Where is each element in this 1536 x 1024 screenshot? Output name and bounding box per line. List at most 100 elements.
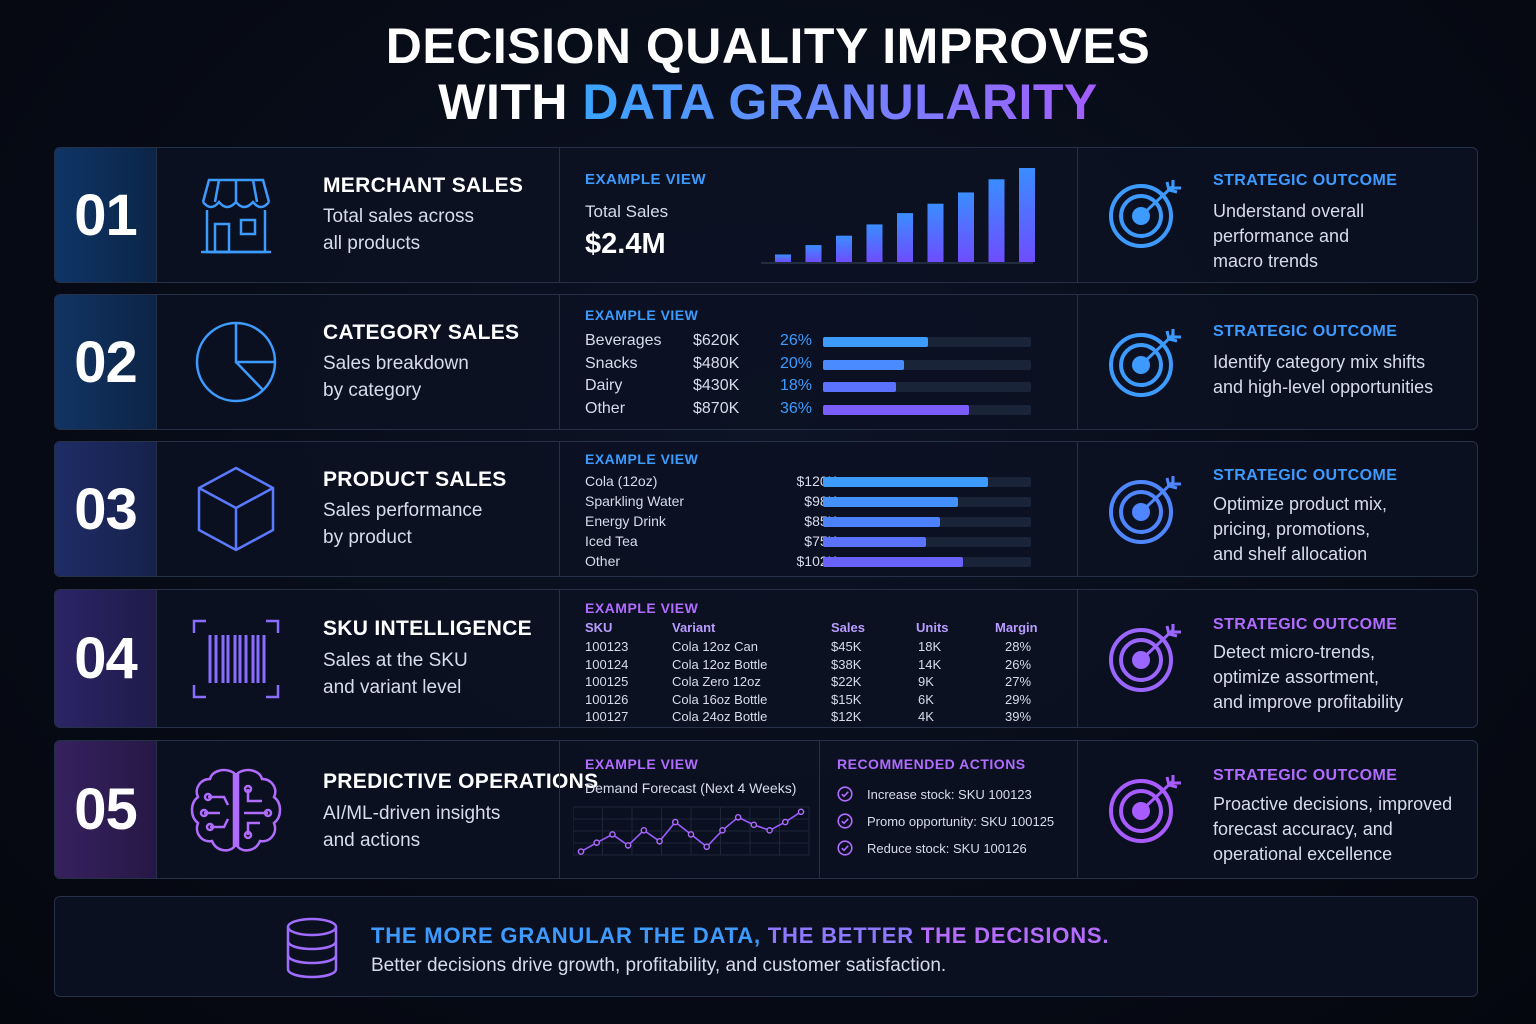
category-value: $620K bbox=[693, 332, 740, 349]
outcome-line: pricing, promotions, bbox=[1213, 519, 1371, 539]
outcome-line: Optimize product mix, bbox=[1213, 494, 1388, 514]
product-name: Sparkling Water bbox=[585, 493, 685, 509]
title-line-2: WITH DATA GRANULARITY bbox=[0, 74, 1536, 130]
sku-table-cell: $45K bbox=[831, 639, 862, 654]
bar bbox=[927, 203, 944, 262]
row-predictive-operations: 05 PREDICTIVE OPERATIONS AI/ML-driven in… bbox=[54, 740, 1478, 879]
product-name: Other bbox=[585, 553, 621, 569]
forecast-point bbox=[766, 827, 773, 834]
row-category-sales: 02 CATEGORY SALES Sales breakdown by cat… bbox=[54, 294, 1478, 430]
divider bbox=[559, 741, 560, 878]
product-row: Other $102K bbox=[585, 553, 1045, 573]
sku-table-cell: 9K bbox=[918, 674, 934, 689]
desc-line: and actions bbox=[323, 830, 421, 851]
action-item: Reduce stock: SKU 100126 bbox=[837, 840, 1027, 856]
sku-table-cell: Cola Zero 12oz bbox=[672, 674, 761, 689]
example-view-label: EXAMPLE VIEW bbox=[585, 756, 699, 772]
category-percent: 18% bbox=[780, 377, 813, 394]
sku-table-cell: Cola 16oz Bottle bbox=[672, 691, 768, 707]
bar-fill bbox=[823, 557, 964, 567]
target-icon bbox=[1109, 624, 1181, 692]
category-row: Snacks $480K 20% bbox=[585, 355, 1045, 375]
strategic-outcome-label: STRATEGIC OUTCOME bbox=[1213, 616, 1398, 633]
action-text: Reduce stock: SKU 100126 bbox=[867, 840, 1027, 856]
bar-track bbox=[823, 337, 1031, 347]
bar bbox=[805, 245, 822, 262]
sku-table-header: SKU bbox=[585, 620, 613, 635]
forecast-point bbox=[719, 827, 726, 834]
forecast-point bbox=[577, 848, 585, 855]
bar-fill bbox=[823, 477, 988, 487]
forecast-point bbox=[656, 837, 663, 845]
title-accent: DATA GRANULARITY bbox=[582, 74, 1098, 130]
outcome-line: Proactive decisions, improved bbox=[1213, 794, 1453, 814]
category-value: $870K bbox=[693, 399, 740, 417]
forecast-point bbox=[797, 808, 805, 816]
level-title: MERCHANT SALES bbox=[323, 174, 524, 197]
bar-fill bbox=[823, 382, 896, 392]
product-row: Energy Drink $85K bbox=[585, 513, 1045, 533]
desc-line: AI/ML-driven insights bbox=[323, 803, 501, 824]
brain-circuit-icon bbox=[181, 741, 291, 878]
footer-headline-part: THE MORE GRANULAR THE DATA, bbox=[371, 923, 761, 948]
sku-table-header: Variant bbox=[672, 620, 716, 635]
footer-banner: THE MORE GRANULAR THE DATA, THE BETTER T… bbox=[54, 896, 1478, 997]
divider bbox=[559, 148, 560, 282]
sku-table-cell: 26% bbox=[1005, 656, 1032, 672]
sku-table-cell: 100125 bbox=[585, 674, 629, 689]
outcome-line: performance and bbox=[1213, 226, 1350, 246]
level-description: Total sales across all products bbox=[323, 203, 553, 257]
target-icon bbox=[1109, 775, 1181, 843]
bar-fill bbox=[823, 497, 958, 507]
divider bbox=[559, 590, 560, 727]
product-name: Cola (12oz) bbox=[585, 473, 658, 489]
category-percent: 20% bbox=[780, 354, 813, 372]
outcome-line: operational excellence bbox=[1213, 844, 1393, 864]
outcome-line: and high-level opportunities bbox=[1213, 377, 1434, 397]
outcome-line: Detect micro-trends, bbox=[1213, 642, 1376, 662]
divider bbox=[1077, 148, 1078, 282]
database-icon bbox=[286, 917, 338, 979]
bar-track bbox=[823, 359, 1031, 370]
strategic-outcome-text: Identify category mix shifts and high-le… bbox=[1213, 350, 1475, 400]
title-plain: WITH bbox=[438, 74, 568, 130]
sku-table-cell: 100124 bbox=[585, 656, 629, 672]
forecast-point bbox=[609, 831, 616, 838]
bar-track bbox=[823, 497, 1031, 507]
category-value: $430K bbox=[693, 377, 740, 394]
divider bbox=[1077, 442, 1078, 576]
divider bbox=[1077, 295, 1078, 429]
row-number: 01 bbox=[55, 148, 157, 282]
action-text: Promo opportunity: SKU 100125 bbox=[867, 813, 1055, 829]
example-view-label: EXAMPLE VIEW bbox=[585, 600, 699, 616]
desc-line: by product bbox=[323, 527, 412, 548]
bar bbox=[836, 235, 852, 262]
desc-line: Total sales across bbox=[323, 206, 475, 227]
category-name: Dairy bbox=[585, 377, 623, 394]
pie-chart-icon bbox=[181, 295, 291, 429]
strategic-outcome-label: STRATEGIC OUTCOME bbox=[1213, 767, 1398, 784]
title-line-1: DECISION QUALITY IMPROVES bbox=[385, 18, 1151, 74]
bar bbox=[866, 224, 883, 262]
sku-table-cell: $15K bbox=[831, 691, 862, 707]
forecast-point bbox=[734, 813, 742, 821]
sku-table-cell: Cola 24oz Bottle bbox=[672, 709, 768, 724]
divider bbox=[1077, 590, 1078, 727]
check-circle-icon bbox=[837, 786, 853, 802]
example-view-label: EXAMPLE VIEW bbox=[585, 171, 707, 188]
total-sales-bar-chart bbox=[761, 168, 1035, 264]
bar-track bbox=[823, 537, 1031, 547]
sku-table-cell: Cola 12oz Bottle bbox=[672, 656, 768, 672]
category-row: Beverages $620K 26% bbox=[585, 332, 1045, 352]
outcome-line: macro trends bbox=[1213, 251, 1319, 271]
strategic-outcome-text: Optimize product mix, pricing, promotion… bbox=[1213, 492, 1473, 567]
sku-table-header: Units bbox=[916, 620, 949, 635]
cube-icon bbox=[181, 442, 291, 576]
footer-headline-part: THE BETTER bbox=[767, 923, 914, 948]
strategic-outcome-label: STRATEGIC OUTCOME bbox=[1213, 323, 1398, 340]
sku-table-cell: $12K bbox=[831, 709, 862, 724]
sku-table-cell: 4K bbox=[918, 709, 934, 724]
sku-table-cell: 6K bbox=[918, 691, 934, 707]
sku-table-cell: 100127 bbox=[585, 709, 629, 724]
forecast-point bbox=[703, 843, 711, 851]
